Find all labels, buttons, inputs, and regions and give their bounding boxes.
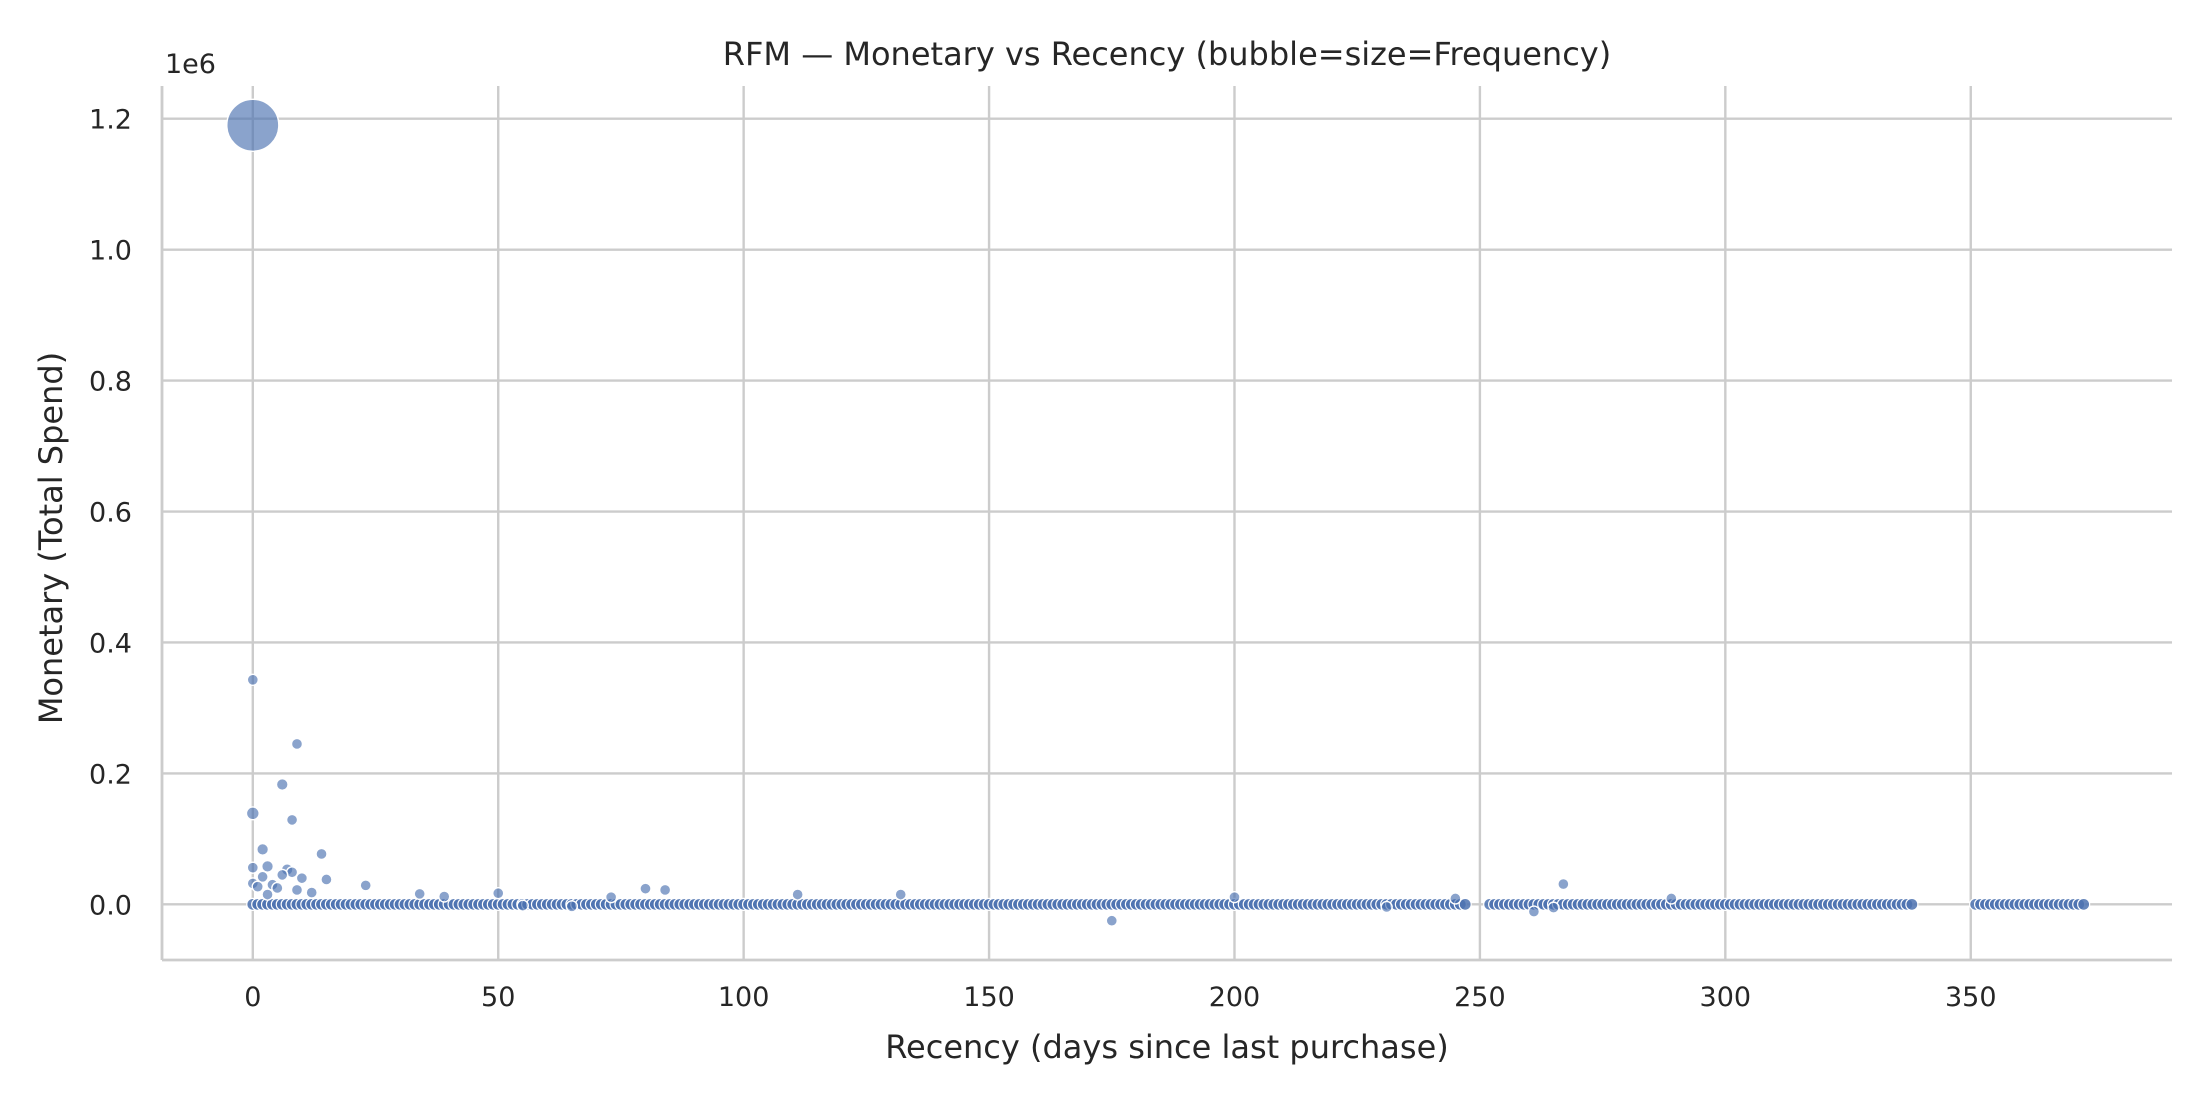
y-gridlines	[162, 117, 2172, 906]
scatter-point	[413, 887, 426, 901]
scatter-point	[1665, 892, 1678, 905]
scatter-point	[1449, 892, 1462, 905]
x-gridlines	[251, 86, 1972, 960]
scatter-point	[604, 890, 618, 904]
scatter-point	[261, 859, 275, 873]
y-tick-label: 1.0	[89, 236, 132, 267]
x-tick-labels: 0 50 100 150 200 250 300 350	[244, 982, 1996, 1013]
x-tick-label: 250	[1454, 982, 1506, 1013]
x-axis-title: Recency (days since last purchase)	[885, 1028, 1449, 1066]
y-tick-label: 0.6	[89, 498, 132, 529]
scatter-point	[320, 873, 333, 886]
scatter-point	[226, 98, 280, 152]
scatter-point	[565, 900, 579, 913]
scatter-point	[276, 868, 289, 882]
y-axis-offset-label: 1e6	[165, 49, 216, 80]
scatter-point	[290, 883, 304, 897]
y-tick-label: 0.8	[89, 367, 132, 398]
scatter-point	[271, 881, 284, 895]
y-tick-labels: 0.0 0.2 0.4 0.6 0.8 1.0 1.2	[89, 105, 132, 922]
scatter-point	[256, 870, 269, 884]
scatter-point	[516, 899, 529, 912]
scatter-point	[285, 813, 299, 827]
scatter-point	[1380, 900, 1393, 914]
scatter-point	[295, 871, 309, 885]
y-tick-label: 1.2	[89, 105, 132, 136]
scatter-point	[315, 847, 328, 861]
scatter-point	[1458, 897, 1472, 911]
scatter-point	[1228, 890, 1241, 904]
scatter-point	[305, 886, 318, 899]
x-tick-label: 100	[718, 982, 770, 1013]
scatter-point	[261, 888, 274, 901]
scatter-point	[1547, 901, 1560, 914]
scatter-point	[2077, 897, 2091, 911]
y-tick-label: 0.2	[89, 759, 132, 790]
scatter-point	[492, 887, 505, 900]
scatter-point	[359, 879, 372, 892]
scatter-point	[1557, 877, 1570, 891]
scatter-point	[256, 842, 270, 856]
scatter-point	[658, 883, 672, 897]
scatter-point	[246, 673, 260, 686]
scatter-point	[1105, 914, 1118, 927]
x-tick-label: 300	[1700, 982, 1752, 1013]
chart-title: RFM — Monetary vs Recency (bubble=size=F…	[723, 35, 1611, 73]
scatter-point	[251, 880, 264, 893]
scatter-point	[1527, 905, 1541, 918]
x-tick-label: 0	[244, 982, 261, 1013]
scatter-point	[290, 737, 304, 751]
x-tick-label: 50	[481, 982, 515, 1013]
y-tick-label: 0.0	[89, 890, 132, 921]
x-tick-label: 150	[963, 982, 1015, 1013]
scatter-point	[894, 888, 907, 901]
scatter-point	[1905, 897, 1919, 911]
scatter-points	[226, 98, 2091, 927]
scatter-point	[245, 806, 260, 821]
y-axis-title: Monetary (Total Spend)	[32, 352, 70, 724]
x-tick-label: 200	[1209, 982, 1261, 1013]
y-tick-label: 0.4	[89, 628, 132, 659]
scatter-point	[275, 778, 289, 792]
scatter-point	[246, 861, 260, 874]
scatter-point	[791, 888, 804, 901]
scatter-point	[639, 882, 652, 895]
scatter-point	[438, 890, 451, 903]
x-tick-label: 350	[1945, 982, 1997, 1013]
